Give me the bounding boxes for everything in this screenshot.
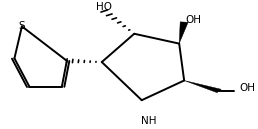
Text: OH: OH: [186, 15, 201, 25]
Polygon shape: [179, 22, 188, 44]
Text: NH: NH: [141, 116, 157, 126]
Polygon shape: [184, 80, 221, 93]
Text: HO: HO: [96, 2, 112, 12]
Text: S: S: [19, 21, 25, 31]
Text: OH: OH: [239, 83, 255, 93]
